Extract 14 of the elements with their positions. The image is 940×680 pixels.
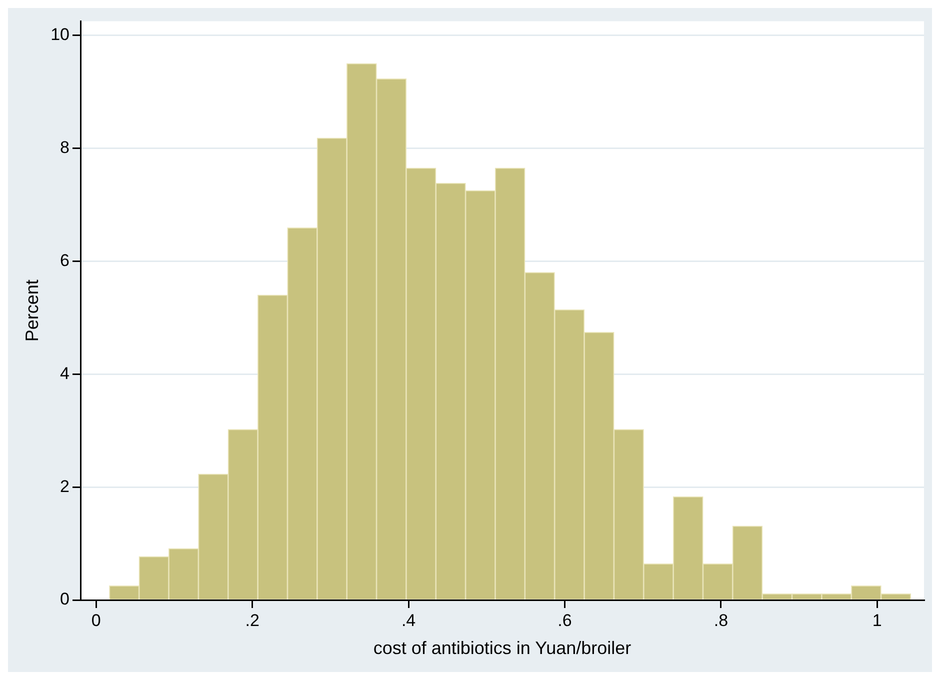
x-tick-label: .8	[714, 610, 728, 630]
y-axis-title: Percent	[22, 280, 42, 342]
y-tick-label: 8	[60, 138, 70, 157]
x-tick-label: .4	[401, 610, 416, 630]
y-tick-label: 10	[50, 25, 70, 44]
y-tick-label: 2	[60, 476, 70, 496]
x-tick-label: 1	[872, 610, 882, 630]
y-tick-label: 4	[60, 364, 70, 383]
y-tick-label: 6	[60, 250, 70, 270]
x-axis-title: cost of antibiotics in Yuan/broiler	[373, 638, 632, 658]
y-tick-label: 0	[60, 590, 70, 609]
x-tick-label: .2	[245, 610, 260, 630]
x-tick-label: .6	[558, 610, 572, 630]
x-tick-label: 0	[91, 610, 101, 630]
